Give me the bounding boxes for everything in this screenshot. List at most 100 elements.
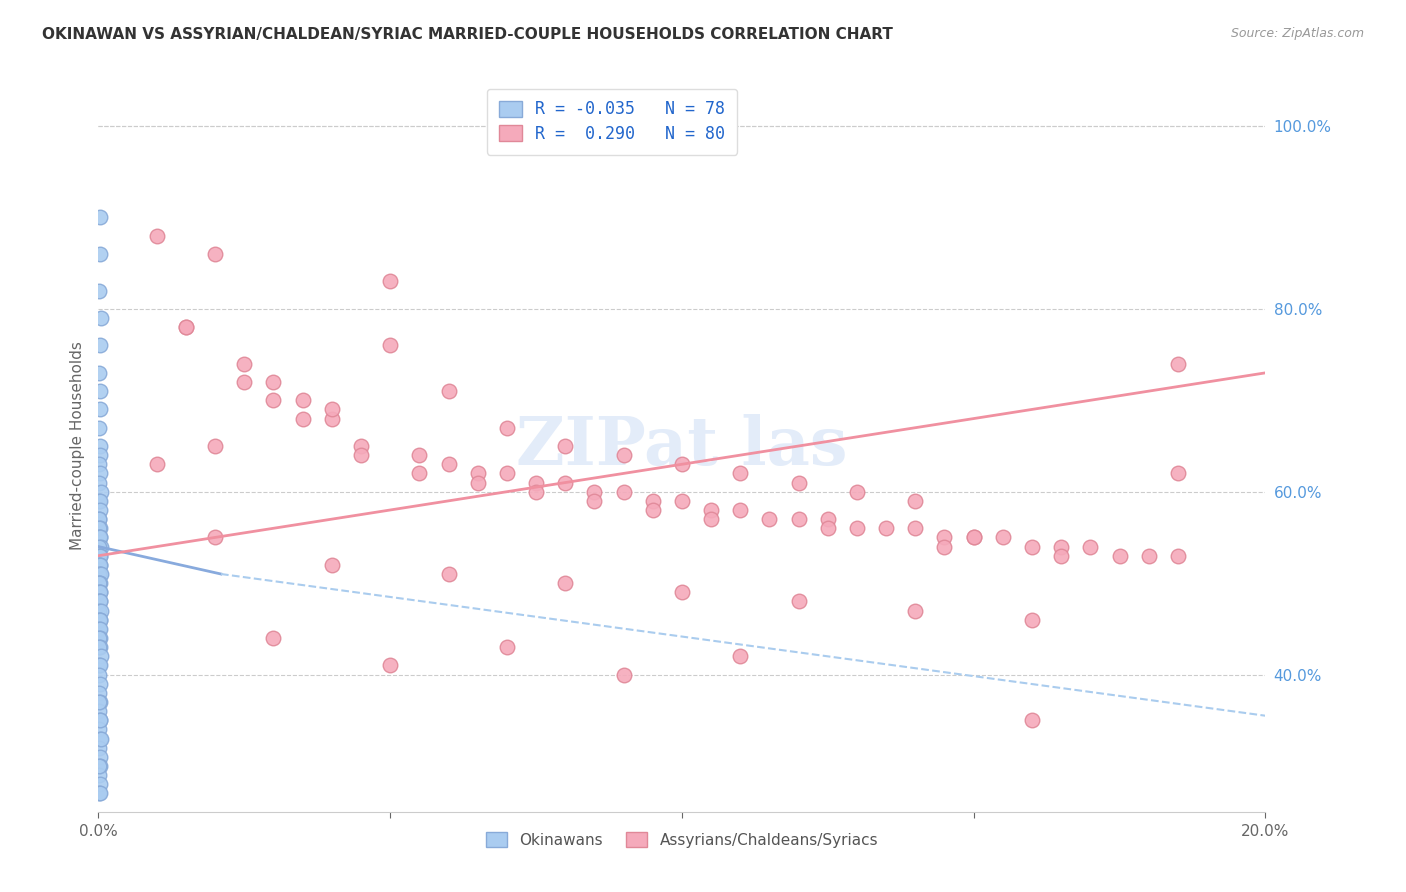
Point bbox=[90, 310, 112, 325]
Point bbox=[89, 594, 111, 608]
Point bbox=[467, 467, 489, 481]
Point bbox=[87, 549, 110, 563]
Point bbox=[87, 540, 110, 554]
Point bbox=[87, 667, 110, 681]
Point bbox=[1080, 540, 1102, 554]
Point bbox=[612, 484, 634, 499]
Point bbox=[904, 494, 927, 508]
Point bbox=[87, 695, 110, 709]
Point bbox=[641, 503, 664, 517]
Point bbox=[87, 740, 110, 755]
Point bbox=[87, 640, 110, 655]
Point bbox=[700, 512, 723, 526]
Point bbox=[350, 448, 373, 462]
Point bbox=[787, 594, 810, 608]
Point bbox=[583, 484, 606, 499]
Point bbox=[174, 320, 197, 334]
Point bbox=[1021, 540, 1043, 554]
Point bbox=[89, 613, 111, 627]
Point bbox=[671, 585, 693, 599]
Point bbox=[321, 402, 343, 417]
Point bbox=[87, 512, 110, 526]
Point bbox=[89, 613, 111, 627]
Point bbox=[904, 604, 927, 618]
Point bbox=[89, 567, 111, 582]
Point bbox=[89, 585, 111, 599]
Point bbox=[89, 402, 111, 417]
Point bbox=[174, 320, 197, 334]
Point bbox=[89, 585, 111, 599]
Point bbox=[89, 759, 111, 773]
Point bbox=[89, 448, 111, 462]
Point bbox=[671, 458, 693, 472]
Legend: Okinawans, Assyrians/Chaldeans/Syriacs: Okinawans, Assyrians/Chaldeans/Syriacs bbox=[478, 824, 886, 855]
Point bbox=[1167, 549, 1189, 563]
Point bbox=[554, 475, 576, 490]
Point bbox=[87, 658, 110, 673]
Point bbox=[467, 475, 489, 490]
Point bbox=[641, 494, 664, 508]
Point bbox=[204, 439, 226, 453]
Point bbox=[87, 759, 110, 773]
Point bbox=[787, 475, 810, 490]
Point bbox=[89, 714, 111, 728]
Point bbox=[87, 622, 110, 636]
Point bbox=[87, 530, 110, 544]
Point bbox=[89, 503, 111, 517]
Point bbox=[89, 549, 111, 563]
Point bbox=[204, 530, 226, 544]
Point bbox=[991, 530, 1014, 544]
Point bbox=[87, 585, 110, 599]
Point bbox=[89, 594, 111, 608]
Point bbox=[87, 458, 110, 472]
Point bbox=[89, 211, 111, 225]
Point bbox=[87, 604, 110, 618]
Point bbox=[89, 549, 111, 563]
Point bbox=[408, 467, 430, 481]
Point bbox=[89, 530, 111, 544]
Point bbox=[262, 631, 284, 645]
Point bbox=[321, 411, 343, 425]
Point bbox=[730, 503, 752, 517]
Point bbox=[87, 787, 110, 801]
Point bbox=[89, 494, 111, 508]
Point bbox=[437, 567, 460, 582]
Point bbox=[787, 512, 810, 526]
Point bbox=[1167, 357, 1189, 371]
Point bbox=[146, 228, 169, 243]
Point bbox=[1167, 467, 1189, 481]
Point bbox=[962, 530, 984, 544]
Point bbox=[846, 521, 869, 535]
Point bbox=[321, 558, 343, 572]
Point bbox=[262, 393, 284, 408]
Point bbox=[89, 640, 111, 655]
Point bbox=[1021, 714, 1043, 728]
Point bbox=[89, 558, 111, 572]
Point bbox=[846, 484, 869, 499]
Point bbox=[87, 723, 110, 737]
Point bbox=[87, 475, 110, 490]
Point bbox=[89, 695, 111, 709]
Point bbox=[496, 467, 519, 481]
Point bbox=[87, 366, 110, 380]
Point bbox=[233, 357, 256, 371]
Point bbox=[380, 275, 402, 289]
Point bbox=[1137, 549, 1160, 563]
Point bbox=[204, 247, 226, 261]
Point bbox=[87, 686, 110, 700]
Y-axis label: Married-couple Households: Married-couple Households bbox=[69, 342, 84, 550]
Point bbox=[87, 284, 110, 298]
Point bbox=[89, 247, 111, 261]
Point bbox=[87, 613, 110, 627]
Point bbox=[89, 558, 111, 572]
Point bbox=[87, 704, 110, 718]
Point bbox=[90, 540, 112, 554]
Point bbox=[87, 521, 110, 535]
Point bbox=[437, 458, 460, 472]
Point bbox=[89, 622, 111, 636]
Point bbox=[89, 576, 111, 591]
Point bbox=[380, 658, 402, 673]
Point bbox=[87, 512, 110, 526]
Point bbox=[89, 338, 111, 352]
Point bbox=[291, 411, 314, 425]
